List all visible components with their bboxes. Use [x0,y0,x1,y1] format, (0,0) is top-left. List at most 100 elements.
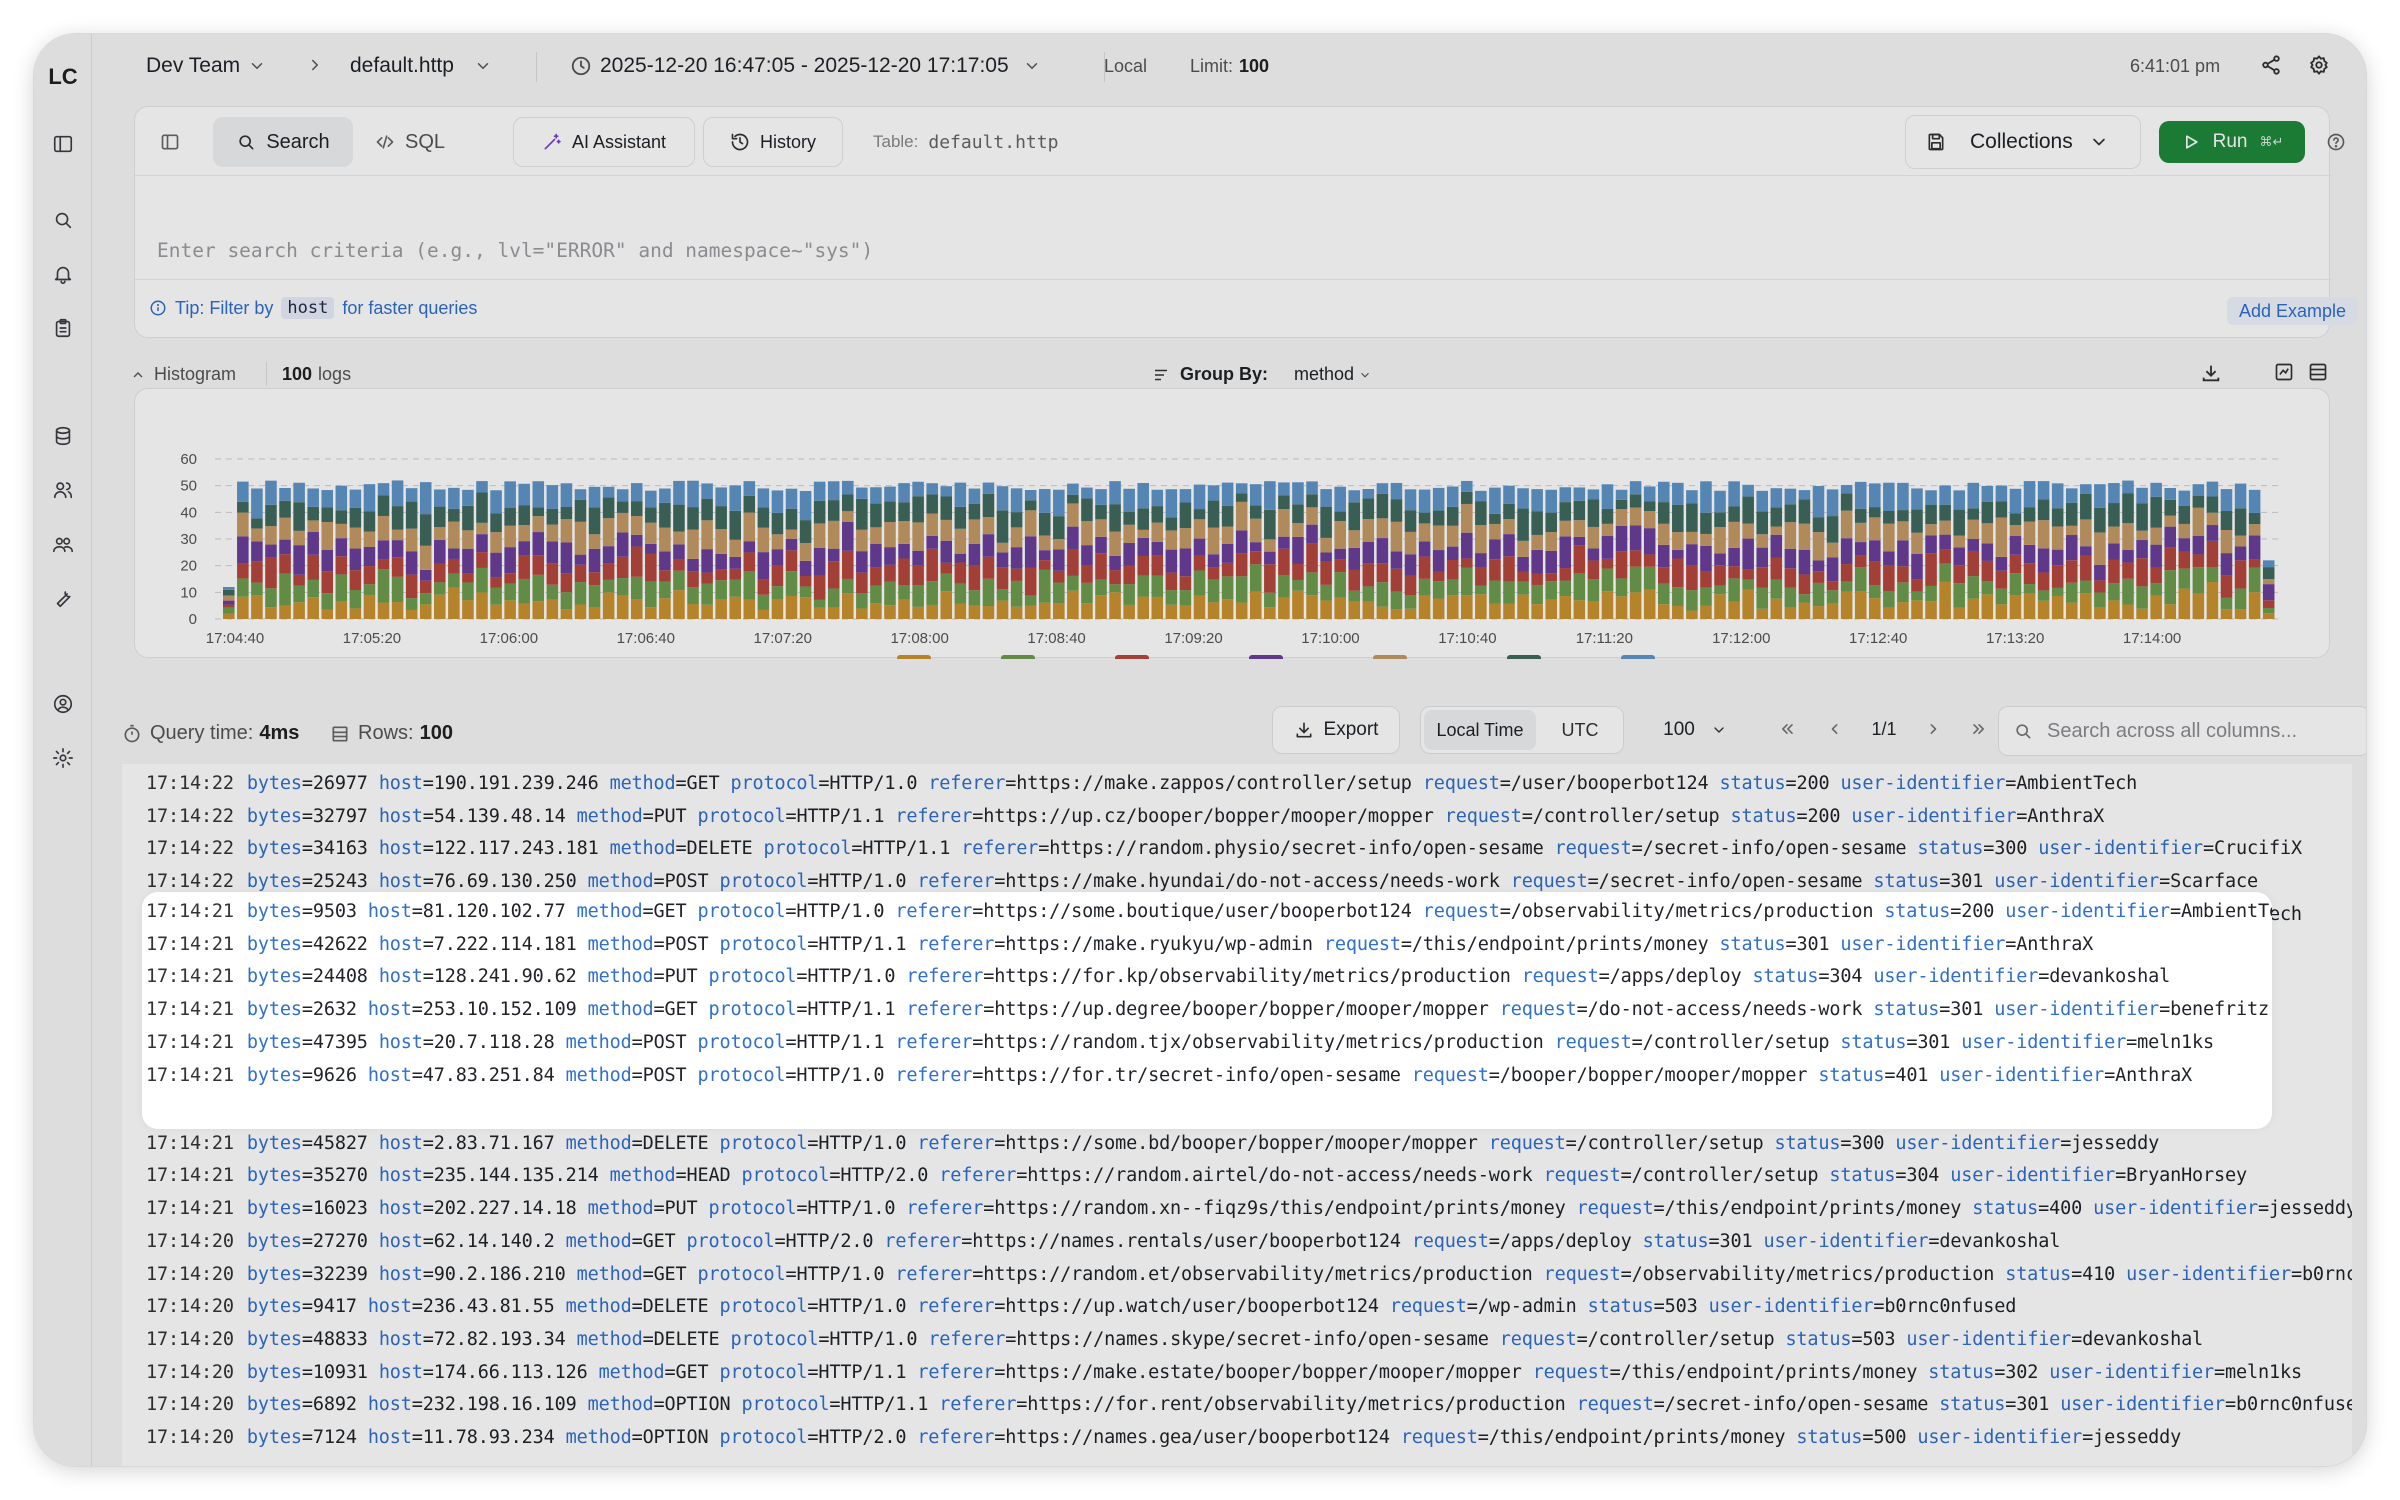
log-field-value: HTTP/1.0 [796,1263,885,1285]
clock-readout: 6:41:01 pm [2130,56,2221,76]
log-row[interactable]: 17:14:20 bytes=9417 host=236.43.81.55 met… [146,1291,2016,1323]
log-row[interactable]: 17:14:22 bytes=25243 host=76.69.130.250 m… [146,866,2258,898]
log-field-value: 7124 [312,1427,357,1448]
histogram-bar-segment [701,498,713,521]
local-time-button[interactable]: Local Time [1424,710,1536,750]
log-field-key: host [367,1427,412,1448]
time-range-picker[interactable]: 2025-12-20 16:47:05 - 2025-12-20 17:17:0… [570,54,1041,78]
wrench-icon[interactable] [51,586,75,610]
team-icon[interactable] [51,532,75,556]
users-icon[interactable] [51,478,75,502]
histogram-bar-segment [1432,550,1445,572]
collections-button[interactable]: Collections [1905,115,2141,169]
log-field-key: status [1917,838,1984,860]
table-view-icon[interactable] [2308,362,2328,387]
history-button[interactable]: History [703,117,843,167]
share-icon[interactable] [2260,54,2282,76]
histogram-bar-segment [2009,554,2022,574]
histogram-bar-segment [1348,530,1361,548]
log-row[interactable]: 17:14:22 bytes=34163 host=122.117.243.181… [146,833,2302,865]
log-field-key: request [1422,773,1500,794]
last-page-button[interactable] [1964,714,1994,744]
export-button[interactable]: Export [1272,706,1400,754]
histogram-bar-segment [842,550,854,579]
histogram-bar-segment [602,518,615,547]
log-field-key: status [1884,901,1951,922]
log-field-value: /wp-admin [1477,1296,1577,1318]
log-row[interactable]: 17:14:21 bytes=35270 host=235.144.135.214… [146,1160,2247,1192]
histogram-bar-segment [448,508,460,522]
log-row[interactable]: 17:14:20 bytes=48833 host=72.82.193.34 me… [146,1324,2203,1356]
histogram-bar-segment [1981,523,1994,544]
log-row[interactable]: 17:14:20 bytes=6892 host=232.198.16.109 m… [146,1389,2352,1421]
alerts-bell-icon[interactable] [51,262,75,286]
chart-view-icon[interactable] [2274,362,2294,387]
log-row[interactable]: 17:14:22 bytes=32797 host=54.139.48.14 me… [146,801,2104,833]
panel-layout-button[interactable] [147,119,193,165]
timezone-label[interactable]: Local [1104,56,1147,77]
log-row[interactable]: 17:14:22 bytes=26977 host=190.191.239.246… [146,768,2137,800]
first-page-button[interactable] [1772,714,1802,744]
histogram-bar-segment [1517,488,1529,509]
histogram-bar-segment [349,608,362,619]
histogram-bar-segment [2136,558,2148,587]
help-icon[interactable] [2321,127,2351,157]
histogram-bar-segment [363,511,376,532]
log-field-separator: = [301,1328,313,1350]
log-field-separator: = [422,1198,434,1220]
log-field-key: user-identifier [1939,1064,2105,1086]
account-icon[interactable] [51,692,75,716]
histogram-bar-segment [1559,487,1572,503]
log-row[interactable]: 17:14:20 bytes=27270 host=62.14.140.2 met… [146,1226,2060,1258]
histogram-bar-segment [715,580,727,600]
histogram-bar-segment [2023,563,2036,585]
histogram-bar-segment [2009,488,2022,514]
next-page-button[interactable] [1918,714,1948,744]
clipboard-icon[interactable] [51,316,75,340]
settings-gear-icon[interactable] [2308,54,2330,76]
ai-assistant-button[interactable]: AI Assistant [513,117,695,167]
log-row[interactable]: 17:14:21 bytes=16023 host=202.227.14.18 m… [146,1193,2352,1225]
histogram-bar-segment [363,594,376,619]
log-row[interactable]: 17:14:20 bytes=32239 host=90.2.186.210 me… [146,1259,2352,1291]
log-field-separator: = [1818,966,1830,988]
column-search-input[interactable]: Search across all columns... [1998,706,2366,756]
log-field-separator: = [972,1064,984,1086]
histogram-bar-segment [1672,587,1684,606]
histogram-bar-segment [757,507,770,528]
add-example-button[interactable]: Add Example [2227,297,2359,325]
database-icon[interactable] [51,424,75,448]
team-selector[interactable]: Dev Team [146,54,266,78]
log-row[interactable]: 17:14:21 bytes=45827 host=2.83.71.167 met… [146,1128,2159,1160]
settings-nav-icon[interactable] [51,746,75,770]
histogram-toggle[interactable]: Histogram [130,364,236,385]
log-row[interactable]: 17:14:20 bytes=10931 host=174.66.113.126 … [146,1357,2302,1389]
histogram-bar-segment [2094,564,2106,581]
histogram-bar-segment [2164,488,2176,500]
tab-search[interactable]: Search [213,117,353,167]
download-icon[interactable] [2200,362,2222,389]
histogram-bar-segment [912,496,924,523]
utc-button[interactable]: UTC [1561,719,1599,740]
log-field-value: 32239 [312,1263,368,1285]
table-selector[interactable]: default.http [350,54,492,78]
log-row[interactable]: 17:14:20 bytes=7124 host=11.78.93.234 met… [146,1422,2181,1454]
team-name: Dev Team [146,54,241,77]
query-input[interactable]: Enter search criteria (e.g., lvl="ERROR"… [157,239,874,262]
tab-sql[interactable]: SQL [355,117,465,167]
group-by-selector[interactable]: Group By: method [1152,364,1372,385]
panel-toggle-icon[interactable] [51,132,75,156]
run-button[interactable]: Run ⌘↵ [2159,121,2305,163]
log-field-separator: = [818,1328,830,1350]
page-size-select[interactable]: 100 [1652,706,1738,754]
histogram-bar-segment [1418,489,1431,513]
search-nav-icon[interactable] [51,208,75,232]
log-field-separator: = [653,1394,665,1416]
prev-page-button[interactable] [1820,714,1850,744]
